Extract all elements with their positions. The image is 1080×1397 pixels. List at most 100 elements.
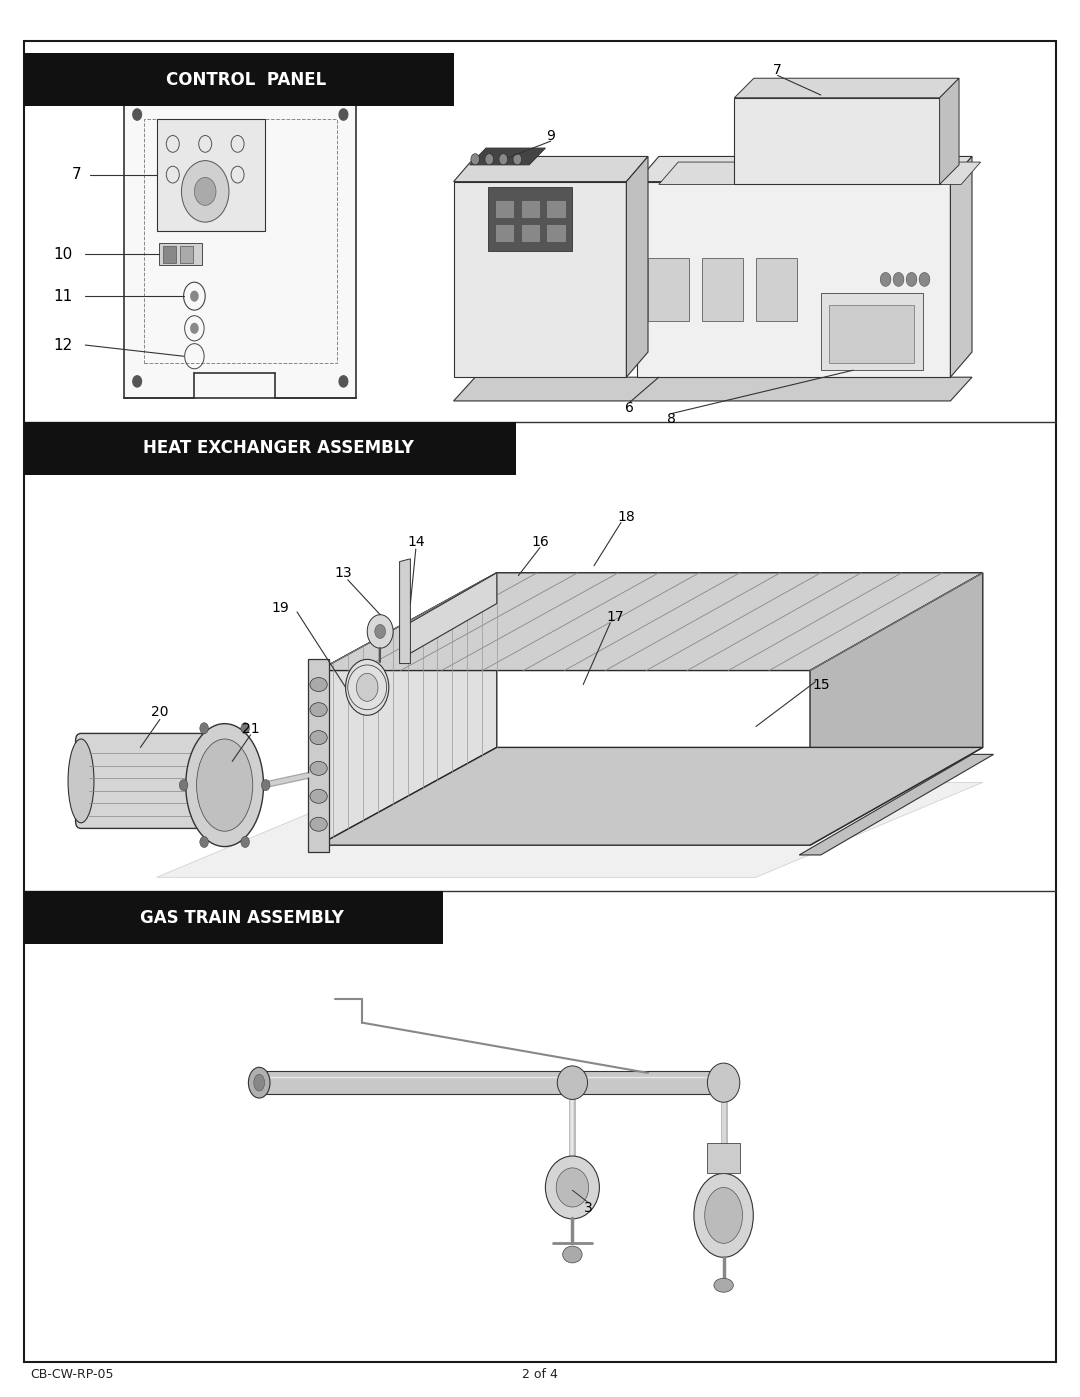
Polygon shape bbox=[799, 754, 994, 855]
FancyBboxPatch shape bbox=[76, 733, 205, 828]
Circle shape bbox=[133, 376, 141, 387]
Text: 18: 18 bbox=[618, 510, 635, 524]
Ellipse shape bbox=[310, 789, 327, 803]
Ellipse shape bbox=[693, 1173, 754, 1257]
Ellipse shape bbox=[197, 739, 253, 831]
Bar bbox=[495, 200, 514, 218]
Ellipse shape bbox=[714, 1278, 733, 1292]
Bar bbox=[24, 422, 516, 475]
Ellipse shape bbox=[563, 1246, 582, 1263]
Polygon shape bbox=[454, 377, 972, 401]
Polygon shape bbox=[470, 148, 545, 165]
Bar bbox=[159, 243, 202, 265]
Polygon shape bbox=[626, 156, 648, 377]
Text: 8: 8 bbox=[667, 412, 676, 426]
Circle shape bbox=[919, 272, 930, 286]
Circle shape bbox=[339, 109, 348, 120]
Text: HEAT EXCHANGER ASSEMBLY: HEAT EXCHANGER ASSEMBLY bbox=[144, 440, 414, 457]
Circle shape bbox=[485, 154, 494, 165]
Ellipse shape bbox=[310, 678, 327, 692]
Text: 3: 3 bbox=[584, 1201, 593, 1215]
Polygon shape bbox=[157, 782, 983, 877]
Bar bbox=[24, 891, 443, 944]
Text: 7: 7 bbox=[71, 168, 81, 182]
Polygon shape bbox=[454, 156, 648, 182]
Polygon shape bbox=[308, 659, 329, 852]
Bar bbox=[144, 119, 337, 363]
Circle shape bbox=[375, 624, 386, 638]
Text: 7: 7 bbox=[773, 63, 782, 77]
Ellipse shape bbox=[68, 739, 94, 823]
Polygon shape bbox=[734, 78, 959, 98]
Circle shape bbox=[339, 376, 348, 387]
Polygon shape bbox=[319, 573, 497, 845]
Bar bbox=[157, 119, 265, 231]
Text: 17: 17 bbox=[607, 610, 624, 624]
Bar bbox=[546, 224, 566, 242]
Text: 21: 21 bbox=[242, 722, 259, 736]
Ellipse shape bbox=[556, 1168, 589, 1207]
Text: 15: 15 bbox=[812, 678, 829, 692]
Ellipse shape bbox=[310, 817, 327, 831]
Text: 9: 9 bbox=[546, 129, 555, 142]
Circle shape bbox=[356, 673, 378, 701]
Circle shape bbox=[499, 154, 508, 165]
Circle shape bbox=[190, 291, 199, 302]
Text: 6: 6 bbox=[625, 401, 634, 415]
Bar bbox=[495, 224, 514, 242]
Polygon shape bbox=[637, 156, 972, 182]
Bar bbox=[521, 224, 540, 242]
Text: GAS TRAIN ASSEMBLY: GAS TRAIN ASSEMBLY bbox=[140, 909, 343, 926]
Ellipse shape bbox=[707, 1063, 740, 1102]
Bar bbox=[546, 200, 566, 218]
Polygon shape bbox=[488, 187, 572, 251]
Text: 14: 14 bbox=[407, 535, 424, 549]
Circle shape bbox=[906, 272, 917, 286]
Ellipse shape bbox=[310, 731, 327, 745]
Text: 20: 20 bbox=[151, 705, 168, 719]
Polygon shape bbox=[454, 182, 626, 377]
Text: 19: 19 bbox=[272, 601, 289, 615]
Polygon shape bbox=[940, 78, 959, 184]
Circle shape bbox=[893, 272, 904, 286]
Polygon shape bbox=[400, 573, 497, 659]
Circle shape bbox=[261, 780, 270, 791]
Polygon shape bbox=[319, 747, 983, 845]
Ellipse shape bbox=[310, 761, 327, 775]
Bar bbox=[163, 246, 176, 263]
Circle shape bbox=[194, 177, 216, 205]
Text: 2 of 4: 2 of 4 bbox=[522, 1368, 558, 1382]
Polygon shape bbox=[319, 573, 983, 671]
Ellipse shape bbox=[248, 1067, 270, 1098]
Circle shape bbox=[133, 109, 141, 120]
Ellipse shape bbox=[254, 1074, 265, 1091]
Polygon shape bbox=[950, 156, 972, 377]
Ellipse shape bbox=[310, 703, 327, 717]
Polygon shape bbox=[637, 182, 950, 377]
Polygon shape bbox=[400, 559, 410, 664]
Circle shape bbox=[181, 161, 229, 222]
Bar bbox=[124, 98, 356, 398]
Circle shape bbox=[241, 722, 249, 733]
Text: 16: 16 bbox=[531, 535, 549, 549]
Bar bbox=[821, 293, 923, 370]
Text: CB-CW-RP-05: CB-CW-RP-05 bbox=[30, 1368, 113, 1382]
Circle shape bbox=[200, 837, 208, 848]
Ellipse shape bbox=[186, 724, 264, 847]
Circle shape bbox=[367, 615, 393, 648]
Bar bbox=[756, 258, 797, 321]
Polygon shape bbox=[659, 162, 981, 184]
Bar bbox=[24, 53, 454, 106]
Text: 11: 11 bbox=[53, 289, 72, 303]
Circle shape bbox=[346, 659, 389, 715]
Text: 12: 12 bbox=[53, 338, 72, 352]
Circle shape bbox=[179, 780, 188, 791]
Bar bbox=[180, 246, 193, 263]
Ellipse shape bbox=[545, 1157, 599, 1218]
Circle shape bbox=[200, 722, 208, 733]
Polygon shape bbox=[810, 573, 983, 845]
Circle shape bbox=[190, 323, 199, 334]
Text: 13: 13 bbox=[335, 566, 352, 580]
Bar bbox=[521, 200, 540, 218]
Bar bbox=[702, 258, 743, 321]
